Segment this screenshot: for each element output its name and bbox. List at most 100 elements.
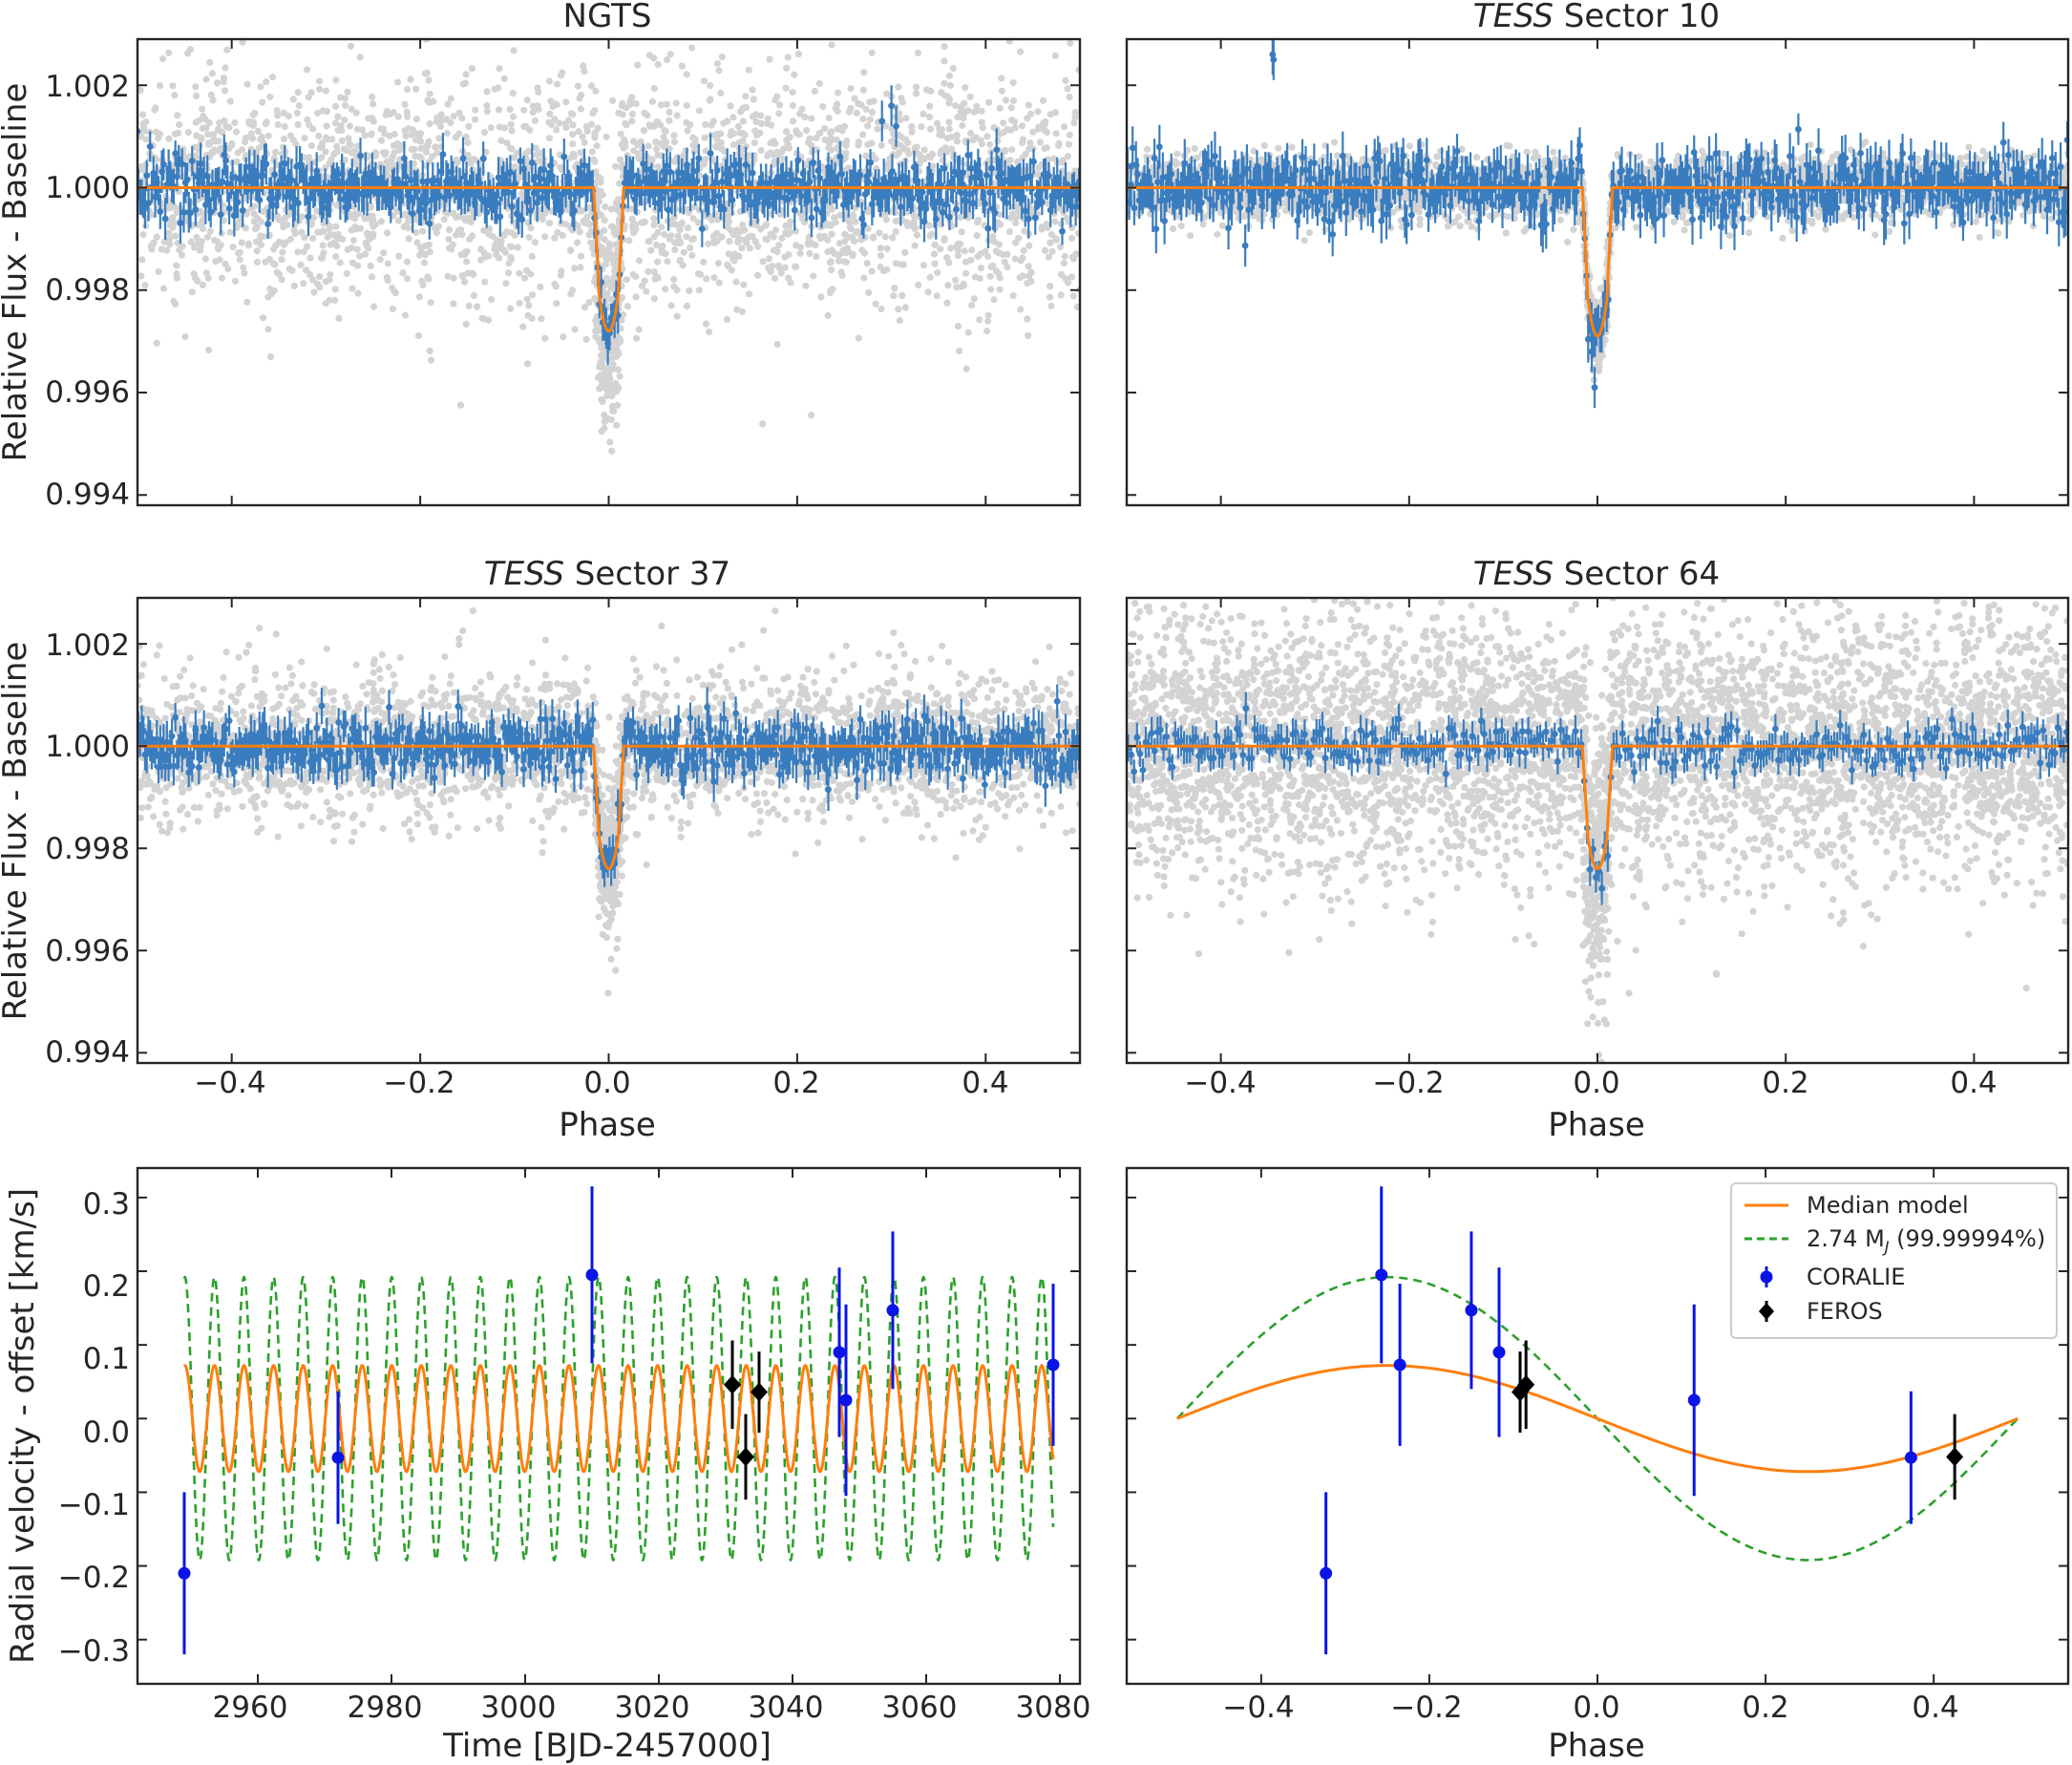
binned-point [962,198,970,205]
raw-point [204,131,212,138]
raw-point [558,267,565,275]
raw-point [643,287,650,295]
raw-point [209,96,217,104]
binned-point [532,173,539,181]
binned-point [567,190,575,198]
raw-point [641,277,648,285]
raw-point [187,238,195,245]
binned-point [174,173,180,181]
raw-point [1004,264,1011,271]
raw-point [137,133,145,140]
binned-point [720,205,728,213]
raw-point [751,139,759,147]
raw-point [933,292,941,300]
raw-point [286,132,295,139]
raw-point [169,82,177,90]
raw-point [370,100,377,108]
raw-point [789,101,797,110]
binned-point [1038,199,1046,205]
binned-point [239,206,246,214]
raw-point [691,136,699,143]
raw-point [176,246,183,254]
raw-point [1067,39,1074,47]
raw-point [658,139,666,148]
raw-point [931,241,939,248]
raw-point [913,90,920,97]
binned-point [784,196,792,203]
raw-point [592,327,600,335]
binned-point [192,205,200,213]
raw-point [687,121,694,129]
raw-point [464,269,472,277]
raw-point [301,135,308,142]
raw-point [250,202,259,210]
raw-point [828,136,835,143]
raw-point [239,39,246,46]
raw-point [348,105,355,113]
binned-point [560,153,568,160]
raw-point [1005,228,1013,236]
raw-point [293,109,301,117]
raw-point [520,274,529,282]
raw-point [1009,292,1017,300]
raw-point [847,85,855,93]
raw-point [868,139,876,147]
binned-point [953,205,960,213]
raw-point [987,286,995,293]
raw-point [943,299,951,307]
raw-point [902,115,910,122]
raw-point [1045,253,1052,261]
binned-point [549,173,556,181]
raw-point [292,140,300,148]
binned-point [175,156,182,163]
raw-point [628,205,636,213]
raw-point [184,128,192,137]
raw-point [603,392,611,400]
binned-point [810,159,816,166]
binned-point [856,172,864,179]
raw-point [601,226,608,234]
raw-point [437,111,445,118]
raw-point [598,428,605,436]
raw-point [978,107,985,115]
raw-point [920,262,928,269]
raw-point [870,234,877,242]
ticks-ngts [137,39,1080,505]
raw-point [718,53,726,61]
raw-point [866,116,874,123]
raw-point [408,131,415,138]
raw-point [662,250,669,258]
raw-point [954,323,962,330]
raw-point [546,110,554,117]
raw-point [951,102,960,110]
binned-point [958,189,965,197]
raw-point [367,262,374,269]
raw-point [645,121,653,129]
raw-point [975,216,983,223]
binned-point [177,220,184,226]
raw-point [828,205,835,213]
raw-point [729,141,738,149]
binned-point [889,168,896,175]
raw-point [949,65,958,73]
raw-point [759,258,767,266]
raw-point [1060,260,1068,267]
raw-point [231,118,239,127]
raw-point [497,137,505,144]
raw-point [667,232,675,240]
raw-point [300,247,307,256]
raw-point [273,107,281,115]
raw-point [507,243,516,251]
raw-point [834,89,842,96]
raw-point [454,159,462,166]
raw-point [914,49,922,57]
raw-point [333,242,341,250]
raw-point [911,224,919,232]
raw-point [354,209,362,217]
y-tick-label-0998: 0.998 [45,273,130,308]
raw-point [781,264,789,271]
raw-point [425,138,433,145]
raw-point [808,148,816,156]
binned-point [706,198,712,205]
